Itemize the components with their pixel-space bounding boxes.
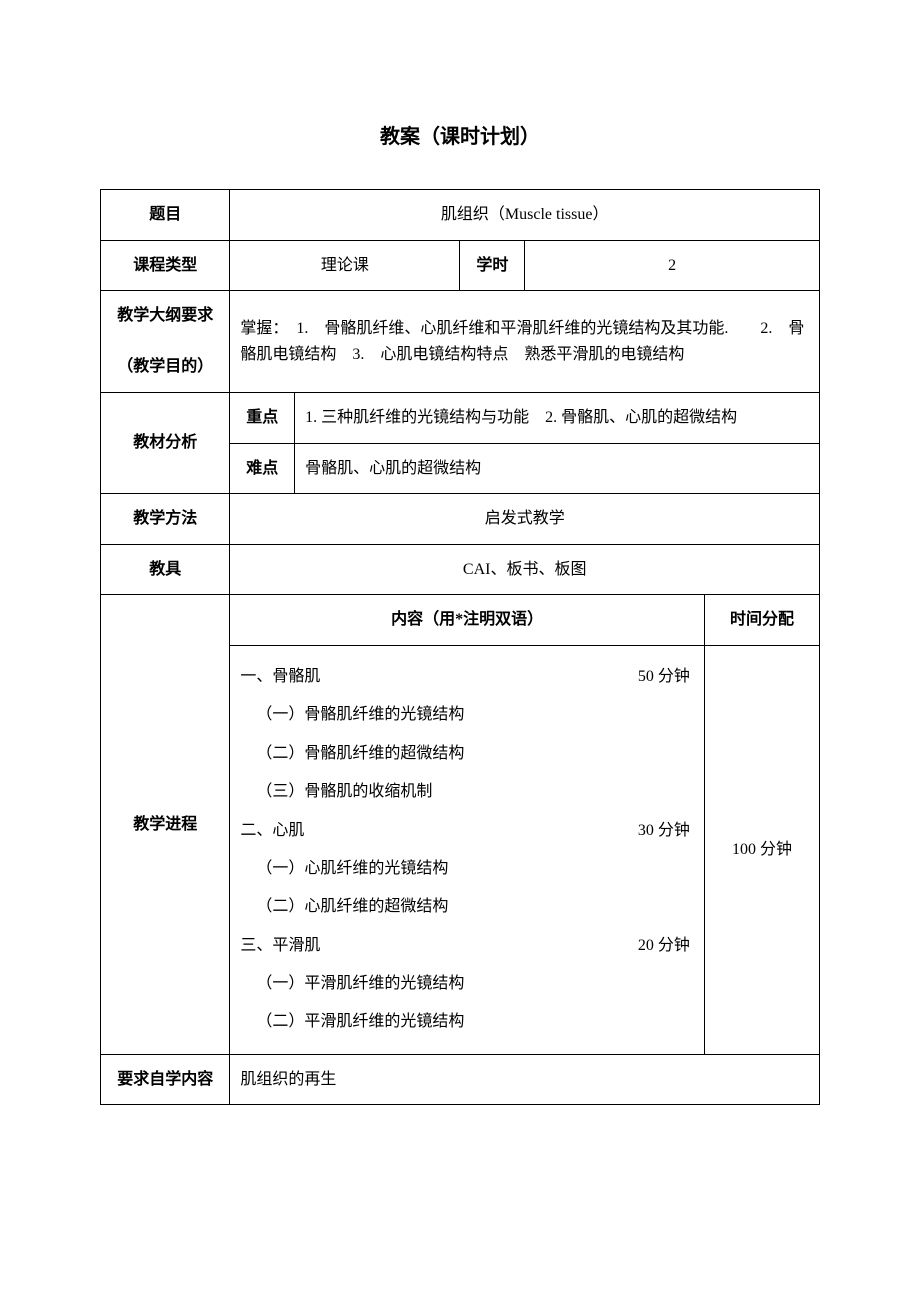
hours-label: 学时 <box>460 240 525 291</box>
syllabus-label-line2: （教学目的） <box>117 358 213 375</box>
aids-label: 教具 <box>101 544 230 595</box>
outline-s3-1: （一）平滑肌纤维的光镜结构 <box>240 965 694 1003</box>
progress-label: 教学进程 <box>101 595 230 1055</box>
outline-s1-title: 一、骨骼肌 <box>240 658 320 696</box>
course-type-label: 课程类型 <box>101 240 230 291</box>
difficulty-label: 难点 <box>230 443 295 494</box>
outline-s2-time: 30 分钟 <box>638 812 694 850</box>
outline-s3-title: 三、平滑肌 <box>240 927 320 965</box>
outline-s1-2: （二）骨骼肌纤维的超微结构 <box>240 735 694 773</box>
outline-s1-1: （一）骨骼肌纤维的光镜结构 <box>240 696 694 734</box>
outline-s1-time: 50 分钟 <box>638 658 694 696</box>
syllabus-label: 教学大纲要求 （教学目的） <box>101 291 230 393</box>
outline-s2-2: （二）心肌纤维的超微结构 <box>240 888 694 926</box>
outline-s1-3: （三）骨骼肌的收缩机制 <box>240 773 694 811</box>
keypoint-label: 重点 <box>230 392 295 443</box>
total-time: 100 分钟 <box>704 645 819 1054</box>
aids-value: CAI、板书、板图 <box>230 544 820 595</box>
course-type-value: 理论课 <box>230 240 460 291</box>
lesson-plan-table: 题目 肌组织（Muscle tissue） 课程类型 理论课 学时 2 教学大纲… <box>100 189 820 1105</box>
syllabus-label-line1: 教学大纲要求 <box>117 307 213 324</box>
selfstudy-label: 要求自学内容 <box>101 1054 230 1105</box>
content-outline: 一、骨骼肌 50 分钟 （一）骨骼肌纤维的光镜结构 （二）骨骼肌纤维的超微结构 … <box>230 645 705 1054</box>
topic-value: 肌组织（Muscle tissue） <box>230 190 820 241</box>
outline-s2-title: 二、心肌 <box>240 812 304 850</box>
method-value: 启发式教学 <box>230 494 820 545</box>
method-label: 教学方法 <box>101 494 230 545</box>
content-header: 内容（用*注明双语） <box>230 595 705 646</box>
selfstudy-value: 肌组织的再生 <box>230 1054 820 1105</box>
time-header: 时间分配 <box>704 595 819 646</box>
outline-s2-1: （一）心肌纤维的光镜结构 <box>240 850 694 888</box>
keypoint-value: 1. 三种肌纤维的光镜结构与功能 2. 骨骼肌、心肌的超微结构 <box>295 392 820 443</box>
material-label: 教材分析 <box>101 392 230 493</box>
outline-s3-2: （二）平滑肌纤维的光镜结构 <box>240 1003 694 1041</box>
syllabus-value: 掌握： 1. 骨骼肌纤维、心肌纤维和平滑肌纤维的光镜结构及其功能. 2. 骨骼肌… <box>230 291 820 393</box>
hours-value: 2 <box>525 240 820 291</box>
outline-s3-time: 20 分钟 <box>638 927 694 965</box>
page-title: 教案（课时计划） <box>100 120 820 149</box>
difficulty-value: 骨骼肌、心肌的超微结构 <box>295 443 820 494</box>
topic-label: 题目 <box>101 190 230 241</box>
